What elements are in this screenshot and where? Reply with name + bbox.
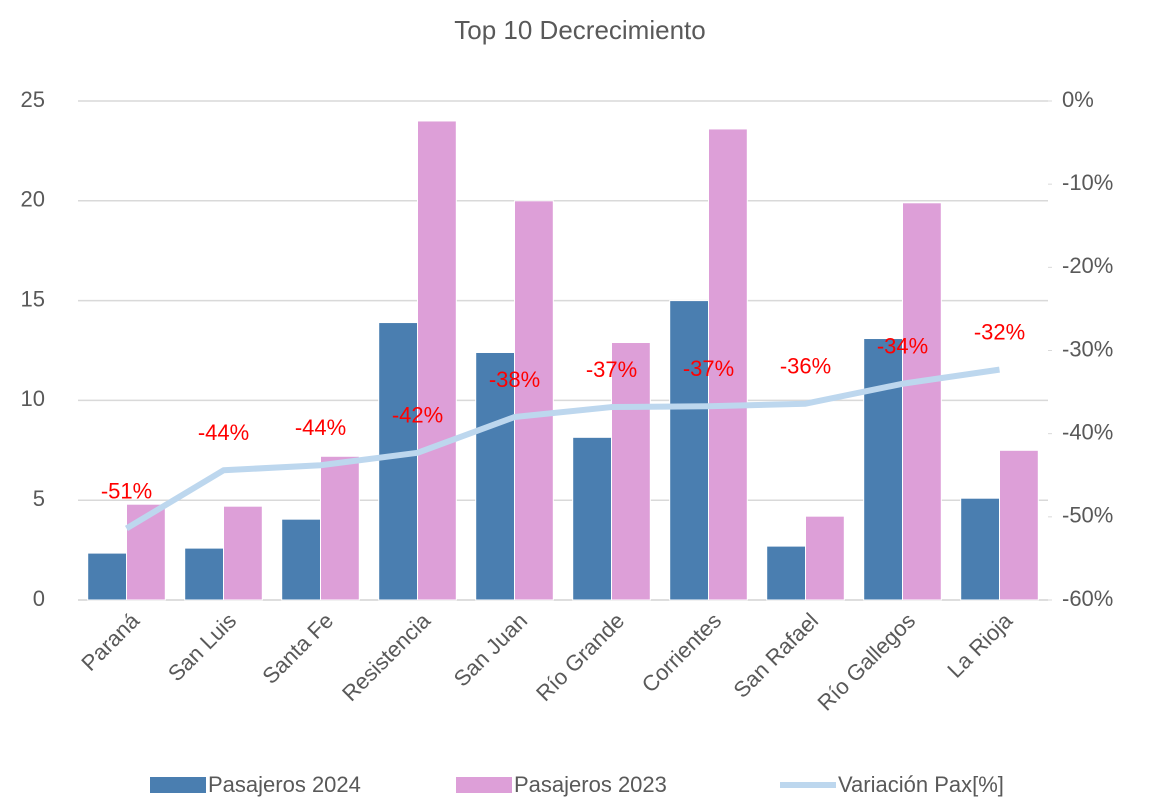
bar xyxy=(87,552,127,601)
legend-label: Variación Pax[%] xyxy=(838,772,1004,797)
x-tick-label: Paraná xyxy=(76,607,144,675)
y2-tick-label: -40% xyxy=(1062,419,1113,444)
bar xyxy=(320,455,360,601)
bar xyxy=(514,200,554,601)
bar xyxy=(572,436,613,601)
bar xyxy=(417,120,457,601)
data-label: -44% xyxy=(295,415,346,440)
y2-tick-label: -10% xyxy=(1062,170,1113,195)
x-tick-label: Corrientes xyxy=(637,608,726,697)
y2-tick-label: -60% xyxy=(1062,586,1113,611)
legend-label: Pasajeros 2023 xyxy=(514,772,667,797)
data-label: -34% xyxy=(877,334,928,359)
bar xyxy=(766,545,807,601)
bar xyxy=(378,322,419,601)
bar xyxy=(669,300,710,601)
y2-tick-label: -50% xyxy=(1062,503,1113,528)
y-tick-label: 0 xyxy=(33,586,45,611)
data-label: -37% xyxy=(683,356,734,381)
data-label: -42% xyxy=(392,403,443,428)
bar xyxy=(184,547,224,601)
bar xyxy=(708,128,748,601)
data-label: -37% xyxy=(586,357,637,382)
line xyxy=(124,366,1000,532)
bar xyxy=(611,342,651,601)
x-tick-label: Resistencia xyxy=(337,607,436,706)
bar xyxy=(281,518,322,601)
data-label: -51% xyxy=(101,478,152,503)
data-label: -44% xyxy=(198,420,249,445)
data-label: -38% xyxy=(489,367,540,392)
x-tick-label: San Juan xyxy=(449,608,532,691)
y-tick-label: 15 xyxy=(21,286,45,311)
legend-swatch xyxy=(150,777,206,793)
y2-tick-label: -20% xyxy=(1062,253,1113,278)
y-tick-label: 5 xyxy=(33,486,45,511)
x-tick-label: Río Grande xyxy=(531,608,629,706)
bar xyxy=(999,449,1039,601)
data-label: -32% xyxy=(974,319,1025,344)
x-tick-label: Río Gallegos xyxy=(813,608,921,716)
x-tick-label: Santa Fe xyxy=(257,608,338,689)
bar xyxy=(805,515,845,601)
chart-title: Top 10 Decrecimiento xyxy=(454,15,705,45)
data-label: -36% xyxy=(780,354,831,379)
y-tick-label: 20 xyxy=(21,187,45,212)
x-tick-label: La Rioja xyxy=(942,607,1017,682)
x-tick-label: San Rafael xyxy=(728,608,823,703)
y-tick-label: 25 xyxy=(21,87,45,112)
bar xyxy=(223,505,263,601)
legend-swatch xyxy=(456,777,512,793)
y2-tick-label: 0% xyxy=(1062,87,1094,112)
legend-label: Pasajeros 2024 xyxy=(208,772,361,797)
y2-tick-label: -30% xyxy=(1062,336,1113,361)
x-tick-label: San Luis xyxy=(163,608,241,686)
bar xyxy=(960,497,1001,601)
bar xyxy=(863,338,904,601)
y-tick-label: 10 xyxy=(21,386,45,411)
bar xyxy=(902,202,942,601)
